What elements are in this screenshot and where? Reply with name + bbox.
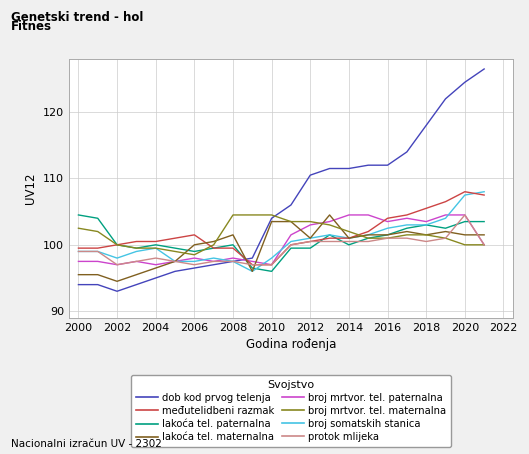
Y-axis label: UV12: UV12 xyxy=(24,173,37,204)
X-axis label: Godina rođenja: Godina rođenja xyxy=(246,338,336,351)
Text: Fitnes: Fitnes xyxy=(11,20,52,34)
Text: Nacionalni izračun UV - 2302: Nacionalni izračun UV - 2302 xyxy=(11,439,161,449)
Legend: dob kod prvog telenja, međutelidbeni razmak, lakoća tel. paternalna, lakoća tel.: dob kod prvog telenja, međutelidbeni raz… xyxy=(131,375,451,447)
Text: Genetski trend - hol: Genetski trend - hol xyxy=(11,11,143,25)
